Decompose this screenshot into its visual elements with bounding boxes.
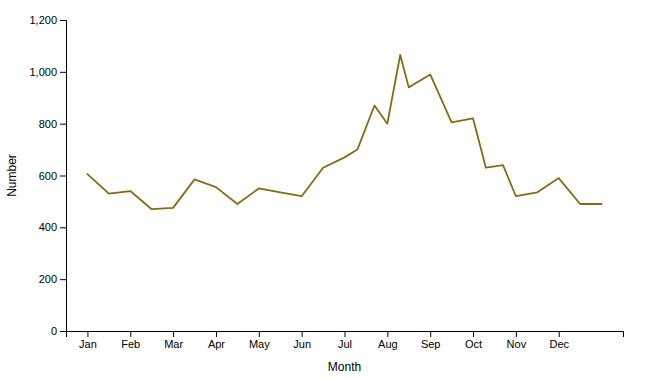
y-tick-label: 600 [39, 170, 57, 182]
plot: Jan Feb Mar Apr May Jun Jul Aug Sep Oct Nov Dec 0 200… [29, 14, 623, 350]
y-tick: 600 [39, 170, 66, 182]
y-tick-label: 0 [51, 325, 57, 337]
x-tick-label: Feb [121, 338, 140, 350]
x-tick-mark [87, 331, 88, 337]
y-tick-label: 1,200 [29, 14, 57, 26]
x-tick: Oct [465, 331, 482, 350]
y-tick-mark [60, 124, 66, 125]
x-tick-mark [559, 331, 560, 337]
x-axis-line [67, 332, 624, 338]
x-tick-label: Sep [421, 338, 441, 350]
x-tick: Mar [164, 331, 183, 350]
x-tick-mark [216, 331, 217, 337]
x-tick-mark [516, 331, 517, 337]
x-tick-mark [302, 331, 303, 337]
x-tick-mark [345, 331, 346, 337]
x-tick: Aug [378, 331, 398, 350]
x-tick-mark [259, 331, 260, 337]
y-axis-line [60, 21, 67, 332]
y-tick: 400 [39, 221, 66, 233]
x-tick-label: Nov [507, 338, 527, 350]
x-tick: Jun [293, 331, 311, 350]
x-tick-mark [173, 331, 174, 337]
x-tick-label: Mar [164, 338, 183, 350]
y-tick-mark [60, 72, 66, 73]
y-tick-mark [60, 279, 66, 280]
x-tick: May [249, 331, 270, 350]
marks [87, 55, 601, 209]
y-tick-label: 400 [39, 221, 57, 233]
y-tick-label: 200 [39, 273, 57, 285]
x-tick-mark [473, 331, 474, 337]
x-tick: Sep [421, 331, 441, 350]
x-tick-label: May [249, 338, 270, 350]
x-tick-label: Oct [465, 338, 482, 350]
chart: Jan Feb Mar Apr May Jun Jul Aug Sep Oct Nov Dec 0 200… [0, 0, 647, 381]
x-tick-label: Aug [378, 338, 398, 350]
y-tick-label: 1,000 [29, 66, 57, 78]
x-tick: Nov [507, 331, 527, 350]
y-tick-mark [60, 331, 66, 332]
x-tick-label: Jul [338, 338, 352, 350]
x-tick-mark [130, 331, 131, 337]
x-tick: Dec [549, 331, 569, 350]
x-tick: Jul [338, 331, 352, 350]
x-tick: Apr [208, 331, 225, 350]
y-tick-mark [60, 176, 66, 177]
y-axis-title: Number [5, 154, 19, 197]
y-tick: 800 [39, 118, 66, 130]
y-tick: 1,000 [29, 66, 66, 78]
x-tick-mark [430, 331, 431, 337]
x-tick: Jan [79, 331, 97, 350]
y-tick: 0 [51, 325, 66, 337]
y-tick-label: 800 [39, 118, 57, 130]
y-axis: 0 200 400 600 800 1,000 1,200 [29, 14, 66, 337]
x-axis-title: Month [328, 360, 361, 374]
x-tick-label: Jun [293, 338, 311, 350]
x-axis: Jan Feb Mar Apr May Jun Jul Aug Sep Oct Nov Dec [67, 331, 624, 350]
x-tick-label: Jan [79, 338, 97, 350]
y-tick: 200 [39, 273, 66, 285]
y-tick-mark [60, 20, 66, 21]
y-tick: 1,200 [29, 14, 66, 26]
x-tick: Feb [121, 331, 140, 350]
x-tick-mark [387, 331, 388, 337]
line [87, 55, 601, 209]
y-tick-mark [60, 227, 66, 228]
x-tick-label: Apr [208, 338, 225, 350]
x-tick-label: Dec [549, 338, 569, 350]
